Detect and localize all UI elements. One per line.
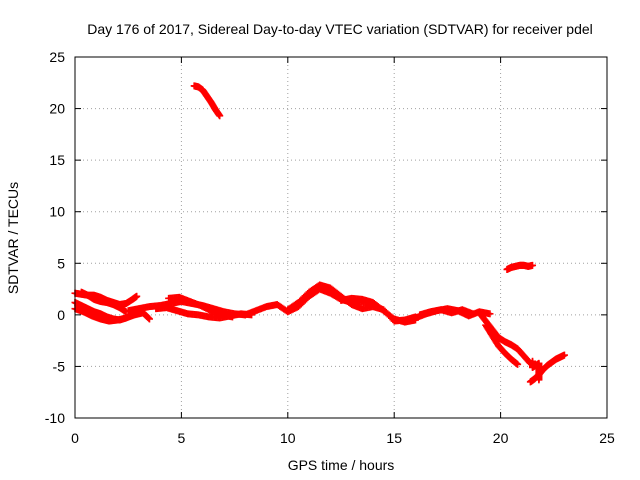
x-tick-label: 15 (386, 430, 402, 446)
y-tick-label: 15 (49, 152, 65, 168)
data-points (71, 82, 568, 386)
y-tick-label: 25 (49, 49, 65, 65)
x-tick-label: 0 (71, 430, 79, 446)
chart-title: Day 176 of 2017, Sidereal Day-to-day VTE… (87, 21, 593, 37)
y-tick-label: 10 (49, 204, 65, 220)
data-point (469, 310, 477, 318)
data-point (486, 310, 494, 318)
data-point (560, 351, 568, 359)
x-axis-label: GPS time / hours (288, 457, 395, 473)
data-point (529, 261, 537, 269)
data-point (145, 315, 153, 323)
x-tick-label: 5 (178, 430, 186, 446)
y-axis-label: SDTVAR / TECUs (5, 182, 21, 294)
x-tick-label: 10 (280, 430, 296, 446)
x-tick-label: 25 (599, 430, 615, 446)
y-tick-label: -5 (53, 358, 66, 374)
data-point (216, 112, 224, 120)
x-tick-label: 20 (493, 430, 509, 446)
data-point (133, 292, 141, 300)
axis-tick-labels: 0 5 10 15 20 25 -10 -5 0 5 10 15 20 25 (45, 49, 615, 446)
grid (75, 57, 607, 418)
axis-ticks (74, 56, 608, 419)
y-tick-label: 20 (49, 101, 65, 117)
plot-frame (74, 56, 608, 419)
data-point (514, 360, 522, 368)
y-tick-label: 0 (57, 307, 65, 323)
y-tick-label: -10 (45, 410, 65, 426)
y-tick-label: 5 (57, 255, 65, 271)
data-point (535, 376, 543, 384)
data-point (228, 313, 236, 321)
